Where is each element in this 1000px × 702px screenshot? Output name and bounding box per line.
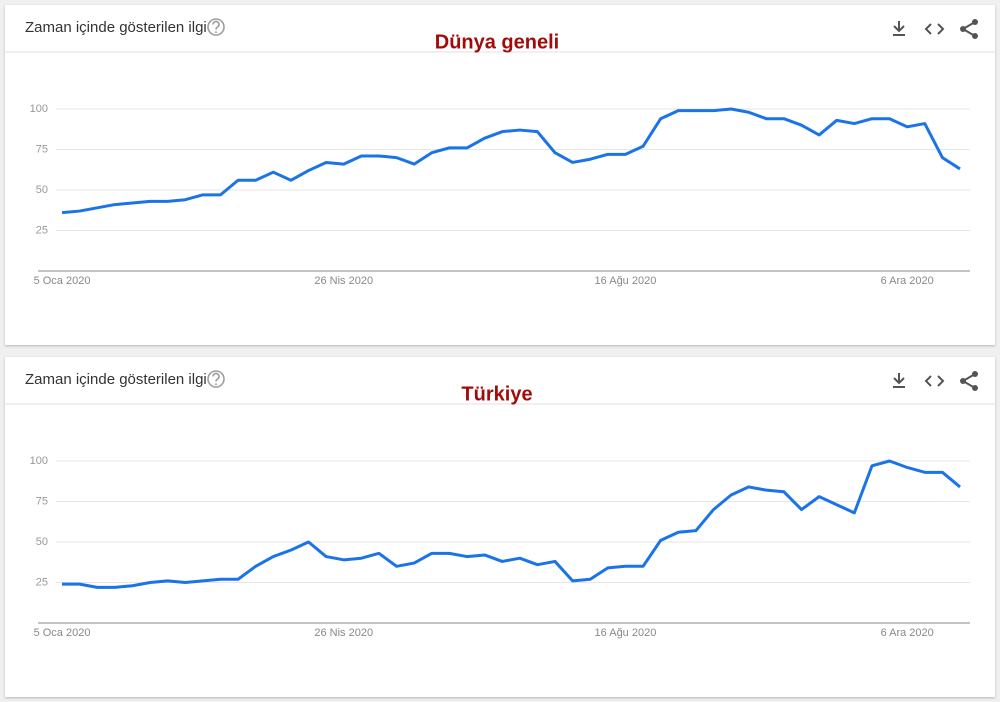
y-tick-label: 75: [36, 495, 48, 507]
x-tick-label: 6 Ara 2020: [881, 627, 934, 639]
y-tick-label: 25: [36, 576, 48, 588]
trend-line: [61, 107, 961, 215]
y-tick-label: 100: [30, 455, 48, 467]
y-tick-label: 50: [36, 184, 48, 196]
trend-line: [62, 459, 961, 589]
y-tick-label: 50: [36, 536, 48, 548]
x-tick-label: 16 Ağu 2020: [595, 275, 657, 287]
x-tick-label: 26 Nis 2020: [314, 275, 373, 287]
card: Zaman içinde gösterilen ilgi Türkiye 25 50 7…: [5, 357, 995, 697]
card: Zaman içinde gösterilen ilgi Dünya geneli…: [5, 5, 995, 345]
card-header: Zaman içinde gösterilen ilgi: [25, 371, 207, 388]
y-tick-label: 25: [36, 224, 48, 236]
x-tick-label: 5 Oca 2020: [34, 627, 91, 639]
chart-title: Türkiye: [461, 383, 532, 405]
x-tick-label: 5 Oca 2020: [34, 275, 91, 287]
y-tick-label: 100: [30, 103, 48, 115]
chart-title: Dünya geneli: [435, 31, 559, 53]
y-tick-label: 75: [36, 143, 48, 155]
x-tick-label: 16 Ağu 2020: [595, 627, 657, 639]
x-tick-label: 26 Nis 2020: [314, 627, 373, 639]
card-bg: [5, 357, 995, 697]
x-tick-label: 6 Ara 2020: [881, 275, 934, 287]
card-bg: [5, 5, 995, 345]
card-header: Zaman içinde gösterilen ilgi: [25, 19, 207, 36]
